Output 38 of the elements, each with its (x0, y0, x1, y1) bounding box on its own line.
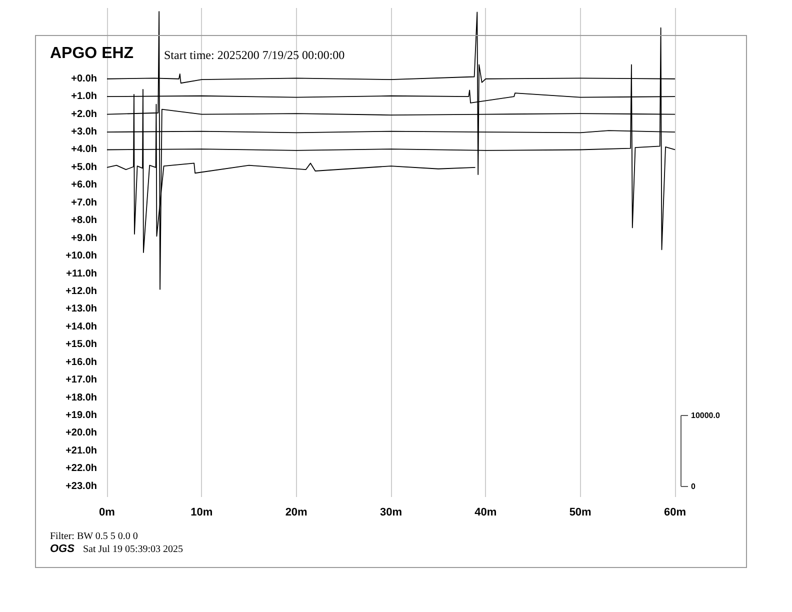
x-tick-label: 50m (569, 506, 592, 518)
y-tick-label: +15.0h (66, 339, 97, 350)
x-tick-label: 0m (99, 506, 116, 518)
y-tick-label: +6.0h (71, 180, 97, 191)
y-tick-label: +2.0h (71, 108, 97, 120)
y-tick-label: +3.0h (71, 126, 97, 138)
text: Sat Jul 19 05:39:03 2025 (83, 544, 184, 555)
y-tick-label: +9.0h (71, 232, 97, 244)
y-tick-label: +22.0h (66, 463, 97, 474)
y-tick-label: +20.0h (66, 428, 97, 439)
y-tick-label: +10.0h (66, 250, 97, 262)
y-tick-label: +0.0h (71, 73, 97, 84)
x-tick-label: 20m (285, 506, 308, 518)
y-tick-label: +13.0h (66, 304, 97, 315)
y-tick-label: +12.0h (66, 286, 97, 297)
x-tick-label: 30m (380, 506, 402, 518)
y-tick-label: +1.0h (71, 91, 97, 102)
y-tick-label: +5.0h (71, 162, 97, 173)
y-tick-label: +21.0h (66, 445, 97, 456)
text: OGS (50, 543, 74, 555)
y-tick-label: +14.0h (66, 321, 97, 332)
text: Filter: BW 0.5 5 0.0 0 (50, 531, 138, 542)
y-tick-label: +4.0h (71, 144, 97, 156)
y-tick-label: +11.0h (66, 268, 97, 280)
y-tick-label: +18.0h (66, 392, 97, 404)
y-tick-label: +7.0h (71, 197, 97, 208)
y-tick-label: +8.0h (71, 215, 97, 226)
y-tick-label: +16.0h (66, 356, 97, 368)
x-tick-label: 40m (474, 506, 497, 518)
y2-tick-label: 10000.0 (691, 411, 720, 420)
y2-tick-label: 0 (691, 482, 696, 491)
text: Start time: 2025200 7/19/25 00:00:00 (164, 48, 345, 63)
y-tick-label: +19.0h (66, 410, 97, 421)
x-tick-label: 10m (190, 506, 213, 518)
x-tick-label: 60m (664, 506, 686, 518)
text: APGO EHZ (50, 45, 134, 63)
y-tick-label: +23.0h (66, 480, 97, 492)
y-tick-label: +17.0h (66, 374, 97, 386)
